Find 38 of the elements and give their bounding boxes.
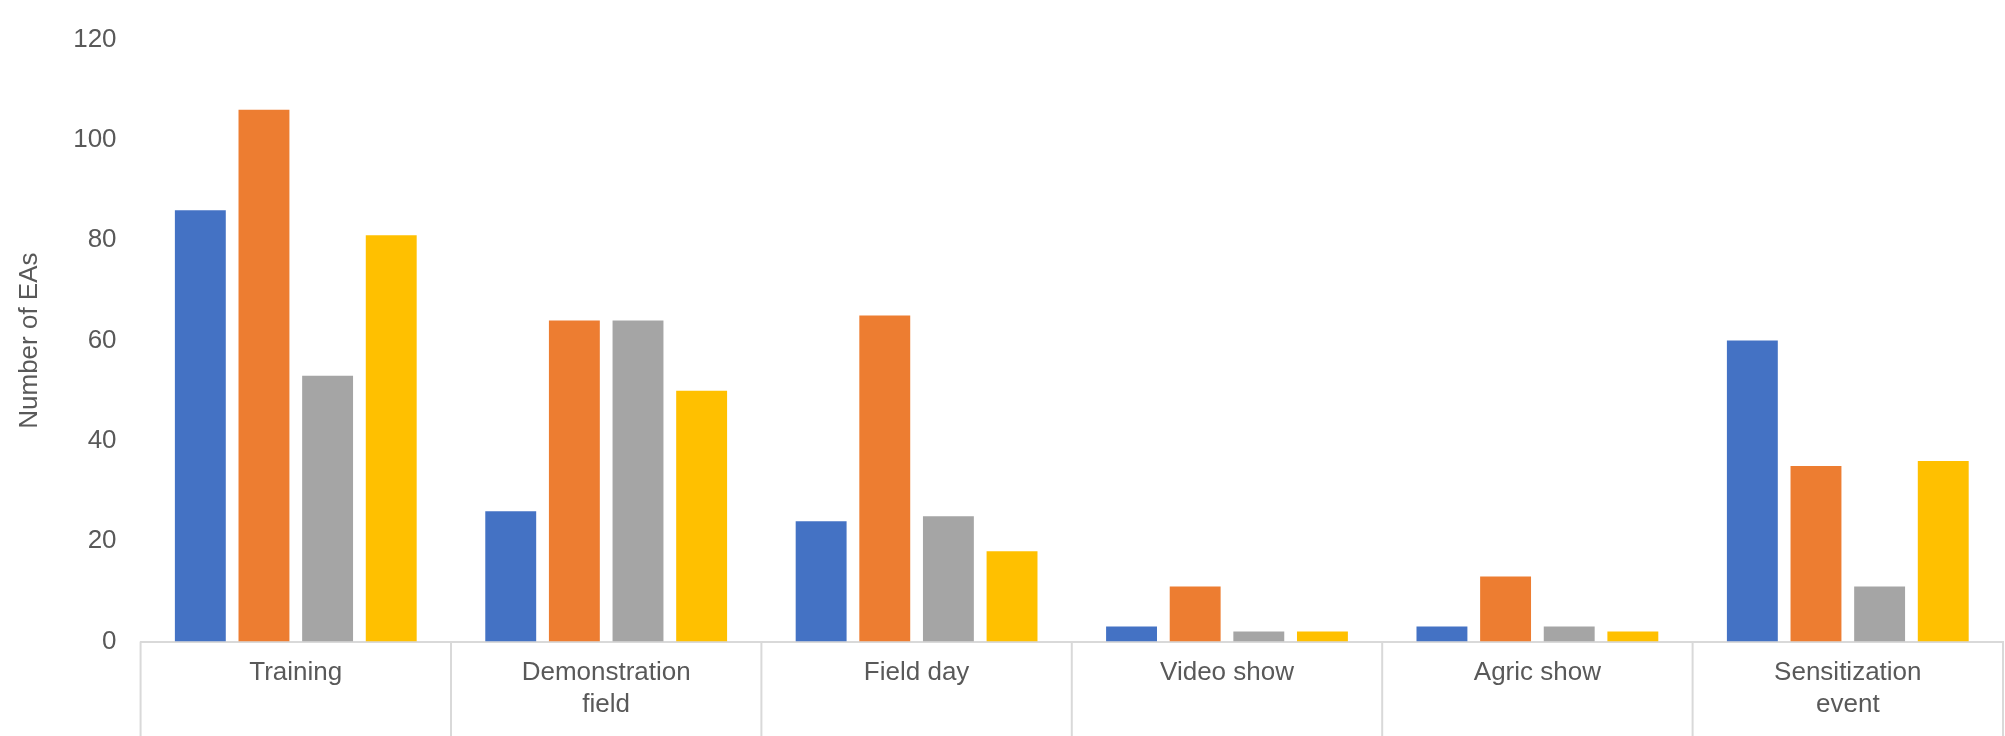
bar <box>1296 631 1348 642</box>
bar <box>859 315 911 642</box>
bar <box>1726 340 1778 642</box>
x-tick-label: Agric show <box>1473 656 1602 687</box>
bar <box>612 320 664 642</box>
bar <box>1416 626 1468 642</box>
bar <box>1790 466 1842 642</box>
bar <box>1106 626 1157 642</box>
y-tick-label: 40 <box>87 424 117 455</box>
bar <box>238 109 290 642</box>
y-tick-label: 20 <box>87 524 117 555</box>
bar <box>1854 586 1906 642</box>
bar <box>986 551 1038 642</box>
bar <box>1233 631 1285 642</box>
bar <box>1917 461 1969 642</box>
bar <box>174 210 226 642</box>
bar <box>485 511 537 642</box>
y-axis-title: Number of EAs <box>12 252 43 429</box>
bar <box>302 375 354 642</box>
x-tick-label: Demonstration field <box>521 656 691 718</box>
x-tick-label: Field day <box>863 656 970 687</box>
y-tick-label: 100 <box>73 123 117 154</box>
bar <box>365 235 417 642</box>
y-tick-label: 80 <box>87 223 117 254</box>
y-tick-label: 120 <box>73 22 117 53</box>
x-tick-label: Training <box>249 656 343 687</box>
bar <box>1169 586 1221 642</box>
y-tick-label: 60 <box>87 323 117 354</box>
bar <box>676 390 728 642</box>
bar <box>1607 631 1659 642</box>
x-tick-label: Sensitization event <box>1774 656 1922 718</box>
bar <box>1480 576 1532 642</box>
bar <box>922 516 974 642</box>
y-tick-label: 0 <box>102 624 117 655</box>
bar <box>548 320 600 642</box>
bar <box>795 521 847 642</box>
bar <box>1543 626 1595 642</box>
x-tick-label: Video show <box>1160 656 1295 687</box>
